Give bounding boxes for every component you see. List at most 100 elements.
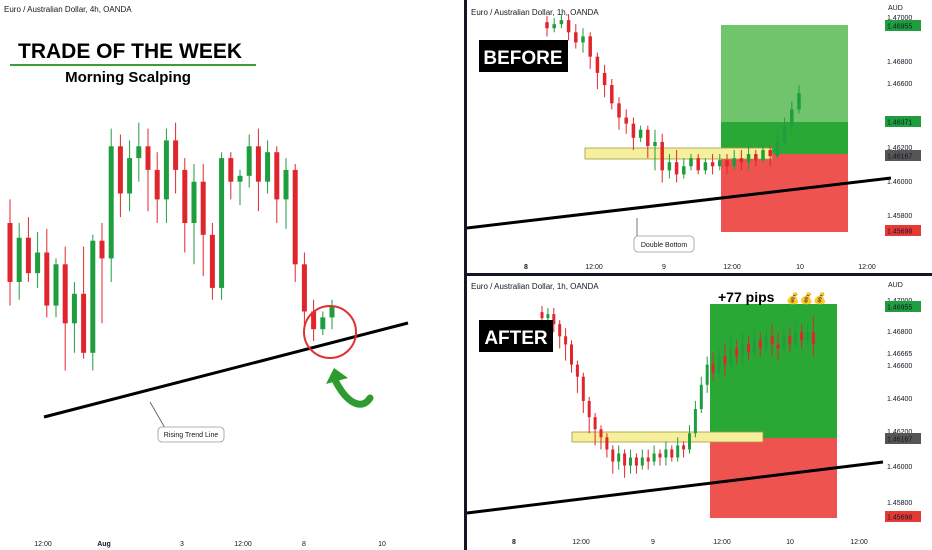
left-candle xyxy=(44,252,50,306)
after-candle xyxy=(806,332,809,341)
after-candle xyxy=(605,437,609,450)
before-currency-right: AUD xyxy=(888,5,903,12)
left-x-axis: 12:00 Aug 3 12:00 8 10 xyxy=(34,541,386,548)
before-symbol: Euro / Australian Dollar, 1h, OANDA xyxy=(471,8,599,17)
before-candle xyxy=(595,56,600,73)
left-candle xyxy=(81,293,87,353)
left-candle xyxy=(311,311,317,330)
after-right-tick: 1.45800 xyxy=(887,500,912,507)
after-candle xyxy=(623,453,627,466)
before-take-profit-zone xyxy=(721,25,848,122)
before-current-tag-label: 1.46371 xyxy=(887,120,912,127)
after-candle xyxy=(800,332,804,341)
before-x-tick: 12:00 xyxy=(585,264,603,271)
trade-title: TRADE OF THE WEEK xyxy=(18,40,242,63)
left-x-tick: 12:00 xyxy=(234,541,252,548)
after-chart-panel[interactable]: AFTER +77 pips 💰💰💰 Euro / Australian Dol… xyxy=(467,276,932,550)
after-stop-loss-zone xyxy=(710,438,837,518)
before-candle xyxy=(610,85,614,104)
before-candle xyxy=(761,150,765,161)
before-candle xyxy=(718,160,722,167)
left-candle xyxy=(25,237,31,274)
left-candle xyxy=(182,169,188,223)
left-candles-group xyxy=(7,122,335,371)
before-candle xyxy=(696,158,700,171)
left-candle xyxy=(127,158,133,194)
after-candle xyxy=(575,364,579,377)
after-candle xyxy=(776,344,780,349)
left-candle xyxy=(62,264,68,324)
after-candle xyxy=(564,336,568,345)
after-take-profit-zone xyxy=(710,304,837,438)
before-candle xyxy=(653,141,657,146)
before-right-tick: 1.46800 xyxy=(887,59,912,66)
after-candle xyxy=(676,445,680,458)
after-candle xyxy=(770,336,774,345)
left-x-tick: 10 xyxy=(378,541,386,548)
left-x-tick: 12:00 xyxy=(34,541,52,548)
after-trend-line xyxy=(467,460,884,515)
after-candle xyxy=(546,314,550,319)
after-symbol: Euro / Australian Dollar, 1h, OANDA xyxy=(471,282,599,291)
before-right-axis: 1.47000 1.46800 1.46600 1.46200 1.46000 1.458… xyxy=(887,15,912,220)
before-candle xyxy=(790,109,794,126)
before-candle xyxy=(703,162,708,171)
left-candle xyxy=(255,146,261,182)
left-candle xyxy=(7,223,13,282)
left-candle xyxy=(274,152,280,200)
after-currency: AUD xyxy=(888,282,903,289)
before-chart-svg: BEFORE Double Bottom Euro / Australian D… xyxy=(467,5,921,271)
left-candle xyxy=(154,169,160,200)
after-right-tick: 1.46400 xyxy=(887,396,912,403)
after-right-axis: 1.470001.468001.466651.466001.464001.462… xyxy=(887,298,912,507)
after-candles-group xyxy=(540,306,815,478)
after-candle xyxy=(581,376,585,401)
after-candle xyxy=(693,409,697,434)
left-candle xyxy=(99,240,105,259)
before-candle xyxy=(797,93,801,110)
before-candle xyxy=(660,141,664,171)
after-x-tick: 8 xyxy=(512,539,516,546)
after-right-tick: 1.46665 xyxy=(887,351,912,358)
after-result-icons: 💰💰💰 xyxy=(786,292,827,305)
before-chart-panel[interactable]: BEFORE Double Bottom Euro / Australian D… xyxy=(467,0,932,273)
after-candle xyxy=(741,344,745,357)
after-candle xyxy=(682,445,686,450)
before-x-tick: 12:00 xyxy=(858,264,876,271)
before-candle xyxy=(739,158,744,163)
before-resistance-zone xyxy=(584,147,773,160)
after-resistance-zone xyxy=(571,431,764,443)
after-right-tick: 1.46000 xyxy=(887,464,912,471)
before-x-tick: 9 xyxy=(662,264,666,271)
after-entry-tag xyxy=(885,433,921,444)
before-x-tick: 10 xyxy=(796,264,804,271)
left-x-tick: 8 xyxy=(302,541,306,548)
after-candle xyxy=(611,449,615,462)
after-candle xyxy=(617,453,621,462)
before-candle xyxy=(631,123,636,138)
after-candle xyxy=(747,344,750,353)
left-symbol: Euro / Australian Dollar, 4h, OANDA xyxy=(4,5,132,14)
before-sl-tag-label: 1.45698 xyxy=(887,229,912,236)
before-candle xyxy=(667,162,672,171)
before-candle xyxy=(746,154,751,163)
rising-trend-line[interactable] xyxy=(43,321,409,419)
before-candle xyxy=(552,24,556,29)
left-candle xyxy=(283,169,289,200)
after-candle xyxy=(599,429,603,438)
after-candle xyxy=(788,336,792,345)
left-candle xyxy=(237,175,243,182)
before-candle xyxy=(566,20,571,33)
before-right-tick: 1.46200 xyxy=(887,145,912,152)
after-candle xyxy=(764,336,768,349)
before-entry-tag-label: 1.46167 xyxy=(887,154,912,161)
left-candle xyxy=(136,146,142,159)
before-stop-loss-zone xyxy=(721,154,848,232)
before-candle xyxy=(602,72,607,86)
after-candle xyxy=(688,433,691,450)
left-chart-panel[interactable]: Rising Trend Line Euro / Australian Doll… xyxy=(0,0,464,550)
after-tp-tag-label: 1.46955 xyxy=(887,305,912,312)
before-x-tick: 8 xyxy=(524,264,528,271)
left-candle xyxy=(191,181,197,223)
left-candle xyxy=(265,152,271,182)
